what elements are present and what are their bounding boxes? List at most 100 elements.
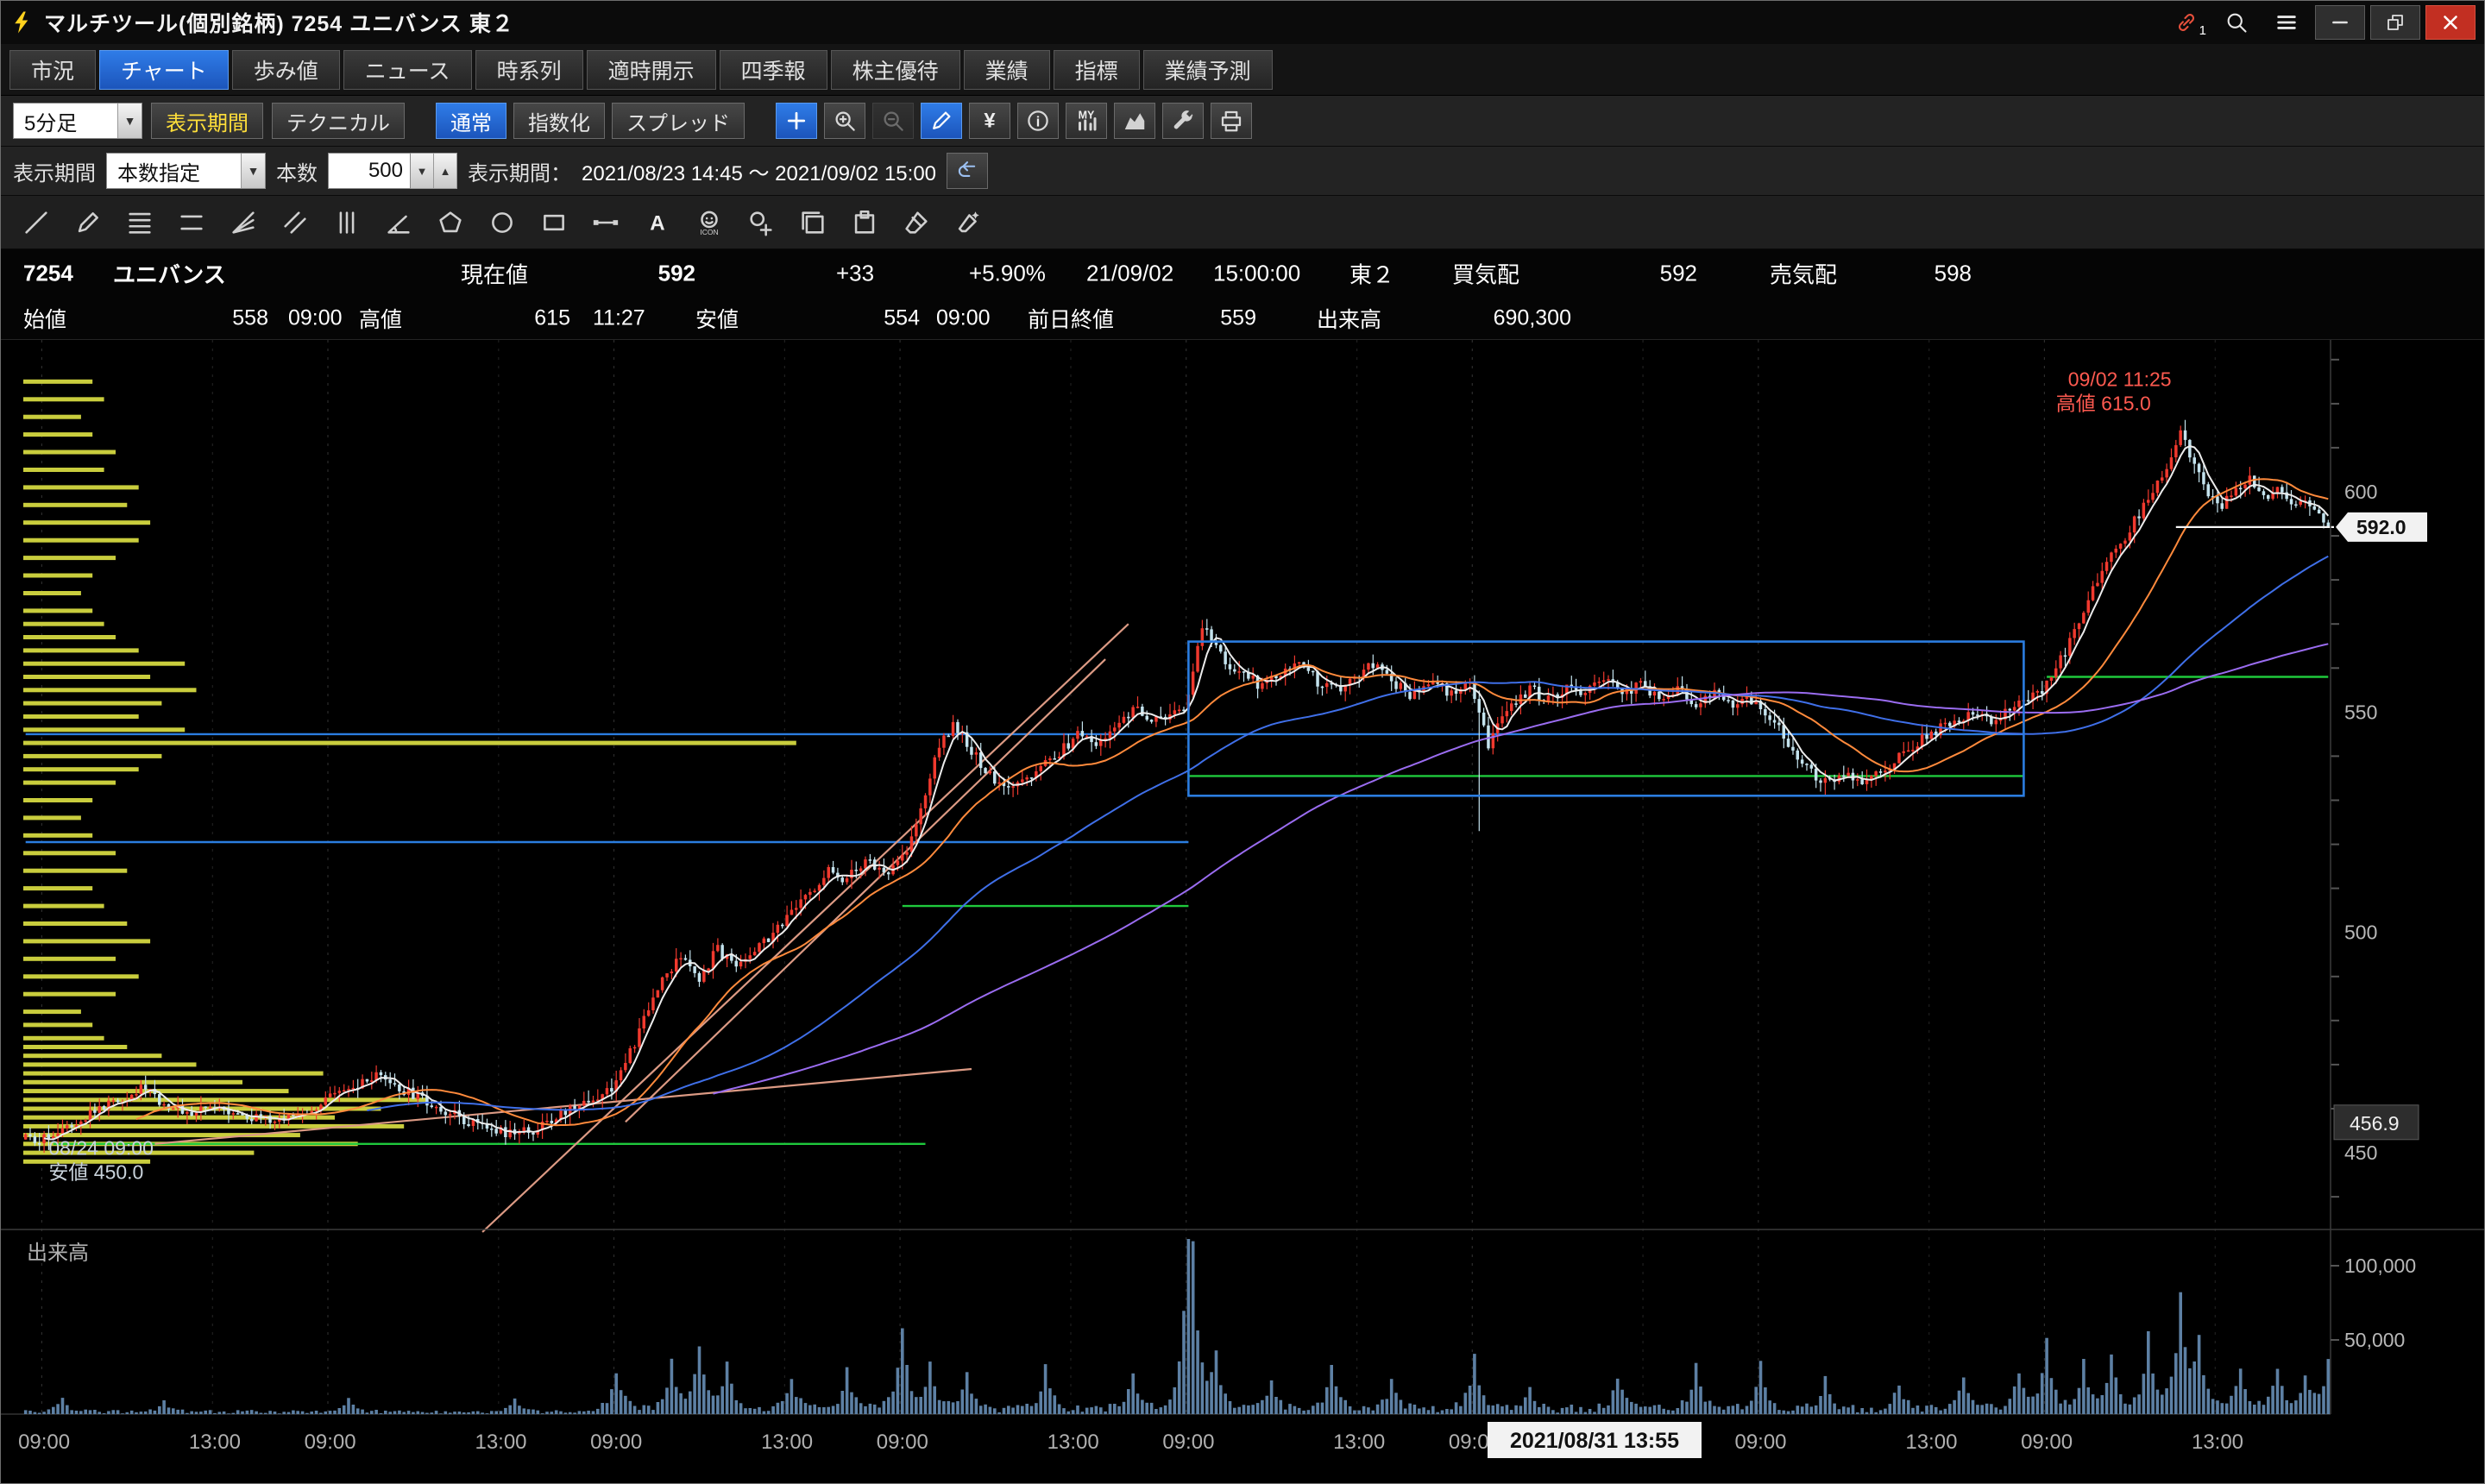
my-icon: MY — [1079, 110, 1097, 131]
price-scale-button[interactable]: ¥ — [969, 103, 1010, 139]
pentagon-tool[interactable] — [427, 201, 474, 244]
fib-retracement-tool[interactable] — [116, 201, 163, 244]
search-button[interactable] — [2213, 5, 2260, 40]
tab-chart[interactable]: チャート — [99, 49, 229, 90]
svg-text:09:00: 09:00 — [305, 1431, 356, 1454]
count-down-button[interactable]: ▼ — [411, 153, 434, 189]
tab-indicators[interactable]: 指標 — [1053, 49, 1140, 90]
display-period-button[interactable]: 表示期間 — [151, 103, 263, 139]
low-value: 554 — [884, 305, 920, 330]
indexed-mode-button[interactable]: 指数化 — [513, 103, 605, 139]
cursor-layer: 456.9 2021/08/31 13:55 — [1488, 1104, 2419, 1458]
trend-angle-tool[interactable] — [375, 201, 422, 244]
close-button[interactable] — [2425, 5, 2476, 40]
price-change: +33 — [836, 260, 875, 286]
timeframe-select[interactable]: 5分足 ▼ — [13, 103, 142, 139]
my-chart-button[interactable]: MY — [1066, 103, 1107, 139]
tab-news[interactable]: ニュース — [343, 49, 472, 90]
chevron-down-icon: ▼ — [117, 104, 142, 138]
icon-stamp-tool[interactable]: ICON — [686, 201, 733, 244]
count-up-button[interactable]: ▲ — [434, 153, 457, 189]
chart-style-button[interactable] — [1114, 103, 1155, 139]
settings-button[interactable] — [1162, 103, 1204, 139]
svg-text:13:00: 13:00 — [1905, 1431, 1957, 1454]
copy-object-tool[interactable] — [790, 201, 836, 244]
paste-icon — [854, 210, 875, 234]
hseg-icon — [593, 219, 619, 225]
svg-text:09:00: 09:00 — [1162, 1431, 1214, 1454]
normal-mode-button[interactable]: 通常 — [436, 103, 506, 139]
svg-text:592.0: 592.0 — [2356, 516, 2406, 538]
link-button[interactable]: 1 — [2163, 5, 2210, 40]
stock-name: ユニバンス — [113, 261, 226, 287]
svg-text:A: A — [650, 211, 664, 235]
chart-area[interactable]: 592.0 450 500 550 600 出来高 50,000 100,000 09:00 13… — [1, 340, 2484, 1483]
fan-lines-tool[interactable] — [220, 201, 267, 244]
info-icon: i — [1028, 110, 1048, 131]
svg-text:09:00: 09:00 — [1734, 1431, 1786, 1454]
text-tool[interactable]: A — [634, 201, 681, 244]
textA-icon: A — [650, 211, 664, 235]
price-chart-svg[interactable]: 592.0 450 500 550 600 出来高 50,000 100,000 09:00 13… — [1, 340, 2484, 1483]
spread-mode-button[interactable]: スプレッド — [612, 103, 745, 139]
wrench-icon — [1173, 110, 1193, 129]
market-name: 東２ — [1349, 261, 1395, 287]
tab-disclosure[interactable]: 適時開示 — [586, 49, 716, 90]
pentagon-icon — [439, 211, 462, 232]
tab-market[interactable]: 市況 — [9, 49, 97, 90]
price-change-pct: +5.90% — [969, 260, 1046, 286]
rectangle-tool[interactable] — [531, 201, 577, 244]
svg-text:600: 600 — [2344, 481, 2377, 503]
volume-value: 690,300 — [1493, 305, 1571, 330]
chart-toolbar: 5分足 ▼ 表示期間 テクニカル 通常 指数化 スプレッド ¥ i MY — [1, 96, 2484, 147]
minimize-button[interactable] — [2315, 5, 2365, 40]
period-mode-select[interactable]: 本数指定 ▼ — [106, 153, 266, 189]
ellipse-tool[interactable] — [479, 201, 525, 244]
print-button[interactable] — [1211, 103, 1252, 139]
svg-text:456.9: 456.9 — [2350, 1112, 2400, 1135]
svg-text:13:00: 13:00 — [1333, 1431, 1385, 1454]
technical-button[interactable]: テクニカル — [272, 103, 405, 139]
reset-icon — [958, 161, 976, 177]
tab-shikiho[interactable]: 四季報 — [719, 49, 827, 90]
svg-text:550: 550 — [2344, 701, 2377, 723]
crosshair-button[interactable] — [776, 103, 817, 139]
count-label: 本数 — [276, 161, 318, 186]
tab-earnings-forecast[interactable]: 業績予測 — [1142, 49, 1273, 90]
zoom-out-button — [872, 103, 914, 139]
trend-line-tool[interactable] — [13, 201, 60, 244]
bar-count-input[interactable]: 500 ▼ ▲ — [328, 153, 457, 189]
bar-count-value[interactable]: 500 — [328, 153, 411, 189]
draw-mode-button[interactable] — [921, 103, 962, 139]
menu-button[interactable] — [2263, 5, 2310, 40]
candle-layer — [23, 419, 2331, 1154]
eraser-tool[interactable] — [893, 201, 940, 244]
freehand-tool[interactable] — [65, 201, 111, 244]
info-button[interactable]: i — [1017, 103, 1059, 139]
tab-time-series[interactable]: 時系列 — [475, 49, 583, 90]
range-value: 2021/08/23 14:45 ～ 2021/09/02 15:00 — [582, 161, 937, 186]
tab-earnings[interactable]: 業績 — [963, 49, 1050, 90]
copy-icon — [802, 211, 824, 234]
select-object-tool[interactable] — [841, 201, 888, 244]
reset-period-button[interactable] — [947, 153, 989, 189]
tab-tick[interactable]: 歩み値 — [231, 49, 340, 90]
vlines-icon — [339, 211, 355, 234]
high-value: 615 — [534, 305, 570, 330]
clear-all-tool[interactable] — [945, 201, 991, 244]
svg-text:50,000: 50,000 — [2344, 1329, 2405, 1351]
horizontal-line-tool[interactable] — [582, 201, 629, 244]
restore-button[interactable] — [2370, 5, 2420, 40]
svg-text:高値 615.0: 高値 615.0 — [2056, 392, 2151, 414]
titlebar: マルチツール(個別銘柄) 7254 ユニバンス 東２ 1 — [1, 1, 2484, 44]
parallel-channel-tool[interactable] — [272, 201, 318, 244]
stamp-settings-tool[interactable] — [738, 201, 784, 244]
time-lines-tool[interactable] — [324, 201, 370, 244]
low-label: 安値 — [695, 307, 739, 332]
price-lines-tool[interactable] — [168, 201, 215, 244]
zoom-in-button[interactable] — [824, 103, 865, 139]
svg-text:13:00: 13:00 — [2192, 1431, 2243, 1454]
timeframe-value: 5分足 — [24, 111, 78, 135]
session-gridlines — [41, 340, 2216, 1414]
tab-shareholder-benefit[interactable]: 株主優待 — [830, 49, 960, 90]
